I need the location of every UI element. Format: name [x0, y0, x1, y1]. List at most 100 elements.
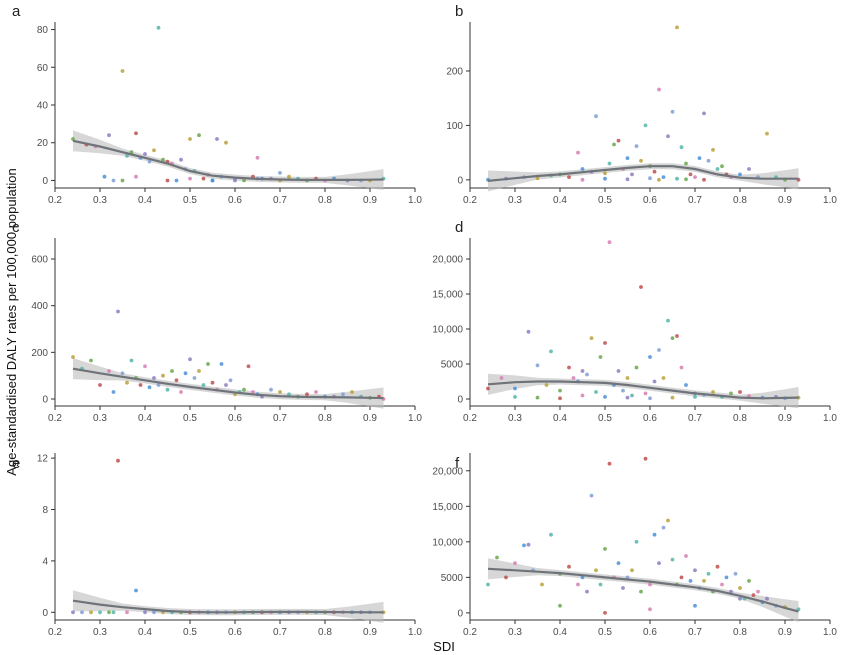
data-point [567, 175, 571, 180]
data-point [679, 365, 684, 370]
x-tick-label: 0.6 [228, 195, 242, 206]
data-point [549, 532, 553, 537]
data-point [558, 603, 562, 608]
data-point [657, 348, 661, 352]
data-point [693, 395, 697, 399]
y-tick-label: 20,000 [432, 466, 463, 477]
x-tick-label: 0.4 [138, 627, 152, 638]
data-point [603, 176, 607, 181]
data-point [616, 369, 621, 373]
panel-a: a 0.2 0.3 0.4 0.5 0.6 0.7 0.8 0.9 1.0 0 20 40 60 80 [12, 3, 422, 206]
panel-f: f 0.2 0.3 0.4 0.5 0.6 0.7 0.8 0.9 1.0 0 5000 10,000 1… [432, 453, 837, 638]
data-point [661, 525, 666, 530]
x-tick-label: 0.4 [553, 413, 567, 424]
data-point [580, 177, 585, 182]
data-point [341, 392, 345, 397]
x-tick-label: 1.0 [823, 195, 837, 206]
data-point [513, 395, 517, 399]
y-tick-label: 12 [37, 454, 49, 465]
data-point [621, 586, 625, 590]
data-point [639, 285, 643, 289]
x-tick-label: 0.5 [598, 627, 612, 638]
data-point [607, 161, 612, 166]
data-point [535, 363, 540, 368]
data-point [711, 148, 715, 152]
smooth-trend-line [487, 567, 799, 613]
data-point [120, 69, 125, 73]
data-point [165, 178, 170, 183]
y-tick-label: 200 [31, 348, 48, 359]
data-point [120, 178, 125, 183]
data-point [89, 358, 93, 363]
y-tick-label: 15,000 [432, 502, 463, 513]
x-tick-label: 1.0 [823, 413, 837, 424]
data-point [107, 369, 111, 373]
data-point [287, 174, 291, 179]
data-point [174, 378, 179, 383]
data-point [278, 390, 282, 394]
data-point [269, 387, 273, 392]
x-tick-label: 1.0 [823, 627, 837, 638]
smooth-trend-line [487, 380, 799, 400]
x-tick-label: 0.6 [643, 195, 657, 206]
data-point [192, 376, 197, 380]
data-point [526, 329, 531, 334]
data-point [648, 582, 652, 587]
panel-c: c 0.2 0.3 0.4 0.5 0.6 0.7 0.8 0.9 1.0 0 200 400 600 [12, 219, 422, 424]
panel-letter: d [455, 219, 463, 236]
data-point [711, 390, 715, 394]
data-point [486, 582, 490, 587]
data-point [179, 157, 183, 162]
data-point [188, 176, 192, 181]
data-point [594, 114, 598, 119]
data-point [580, 369, 585, 373]
data-point [585, 589, 589, 594]
x-tick-label: 0.9 [363, 627, 377, 638]
smooth-trend-line [72, 599, 384, 614]
x-tick-label: 0.5 [598, 195, 612, 206]
x-tick-label: 0.3 [508, 627, 522, 638]
x-tick-label: 0.5 [183, 195, 197, 206]
x-tick-label: 0.7 [688, 195, 702, 206]
data-point [540, 582, 544, 587]
data-point [210, 380, 215, 385]
data-point [729, 391, 733, 396]
data-point [598, 582, 603, 587]
data-point [558, 396, 562, 401]
data-point [242, 387, 246, 392]
data-point [720, 582, 724, 587]
x-tick-label: 0.4 [138, 195, 152, 206]
data-point [549, 349, 553, 354]
x-tick-label: 0.5 [598, 413, 612, 424]
y-tick-label: 20 [37, 138, 49, 149]
data-point [102, 174, 107, 179]
panel-d: d 0.2 0.3 0.4 0.5 0.6 0.7 0.8 0.9 1.0 0 5000 10,000 1… [432, 219, 837, 424]
data-point [738, 390, 742, 394]
data-point [666, 134, 670, 139]
x-tick-label: 0.3 [93, 627, 107, 638]
y-tick-label: 400 [31, 301, 48, 312]
data-point [504, 575, 508, 580]
data-point [170, 369, 174, 373]
confidence-band [488, 373, 799, 409]
data-point [89, 610, 93, 615]
data-point [652, 379, 657, 384]
data-point [246, 364, 251, 369]
data-point [107, 610, 111, 615]
x-tick-label: 1.0 [408, 195, 422, 206]
data-point [174, 178, 179, 183]
data-point [134, 131, 138, 136]
data-point [228, 378, 233, 383]
data-point [165, 387, 170, 392]
data-point [616, 138, 621, 143]
x-tick-label: 0.5 [183, 413, 197, 424]
data-point [670, 109, 675, 114]
data-point [594, 568, 598, 573]
x-tick-label: 0.7 [273, 195, 287, 206]
x-axis-title: SDI [433, 639, 455, 654]
x-tick-label: 1.0 [408, 627, 422, 638]
data-point [147, 159, 152, 164]
data-point [724, 575, 729, 580]
data-point [639, 158, 643, 163]
x-tick-label: 0.4 [138, 413, 152, 424]
